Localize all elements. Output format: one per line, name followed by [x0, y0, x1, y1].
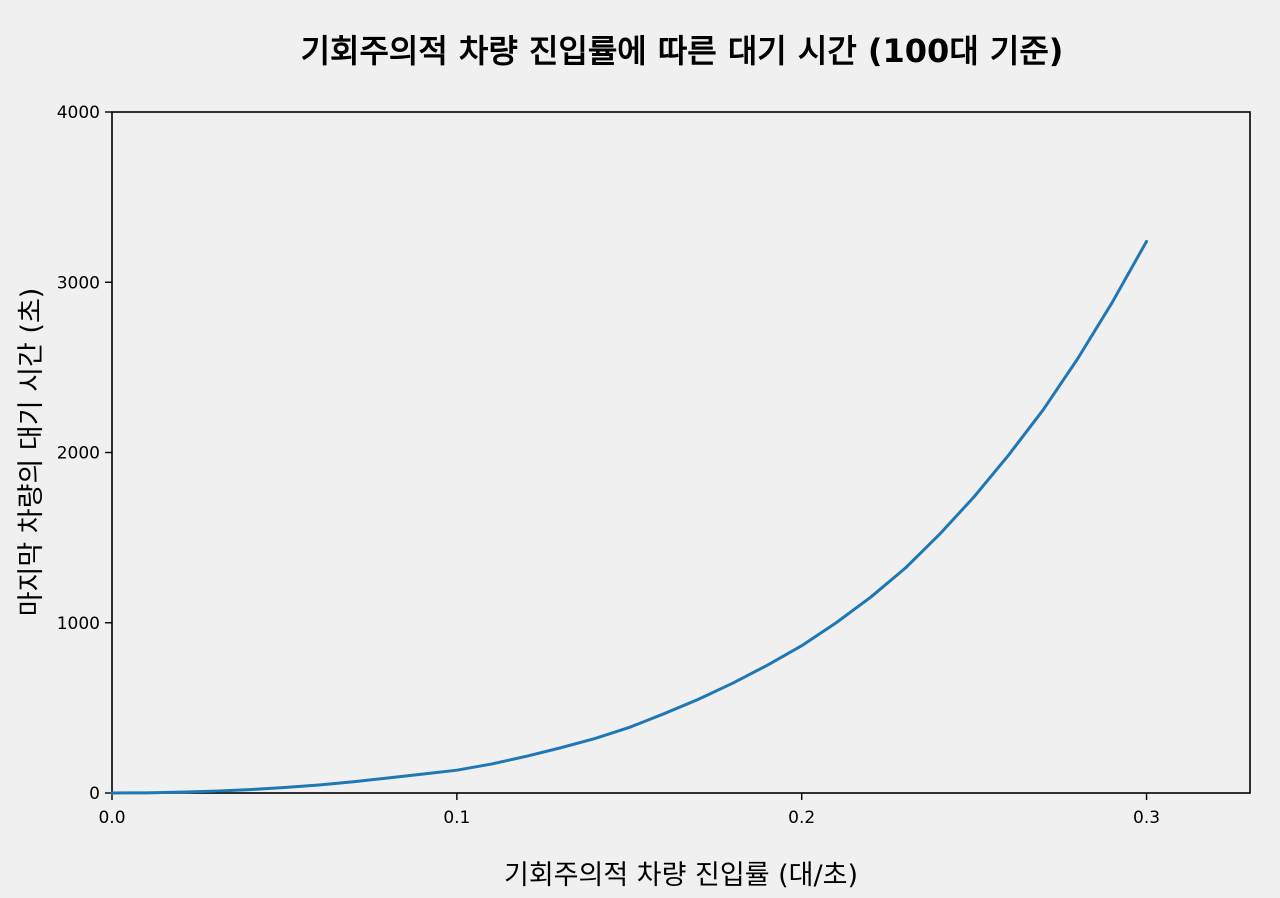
- y-tick-label: 0: [89, 784, 100, 804]
- plot-area-frame: [111, 111, 1251, 794]
- x-axis: 0.0 0.1 0.2 0.3: [98, 793, 1160, 828]
- x-tick-label: 0.0: [98, 808, 125, 828]
- x-tick-label: 0.2: [788, 808, 815, 828]
- y-tick-label: 3000: [57, 273, 100, 293]
- y-axis: 0 1000 2000 3000 4000: [57, 103, 112, 804]
- y-axis-label: 마지막 차량의 대기 시간 (초): [16, 288, 47, 617]
- y-tick-label: 4000: [57, 103, 100, 123]
- series-line-0: [110, 239, 1149, 795]
- x-tick-label: 0.1: [443, 808, 470, 828]
- y-tick-label: 2000: [57, 444, 100, 464]
- x-tick-label: 0.3: [1133, 808, 1160, 828]
- x-axis-label: 기회주의적 차량 진입률 (대/초): [504, 860, 858, 891]
- chart-title: 기회주의적 차량 진입률에 따른 대기 시간 (100대 기준): [301, 32, 1064, 70]
- y-tick-label: 1000: [57, 614, 100, 634]
- series-layer: [110, 239, 1149, 795]
